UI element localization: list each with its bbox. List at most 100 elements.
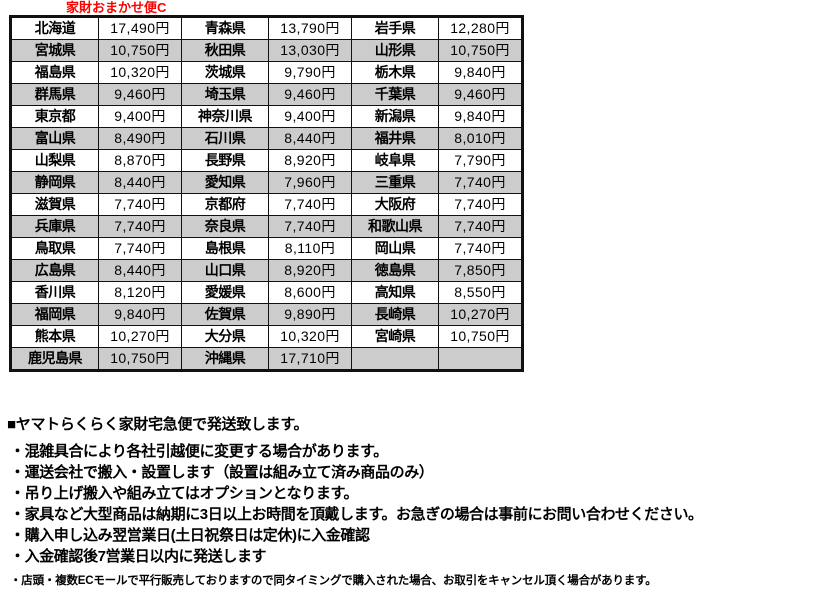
price-cell: 7,850円 — [438, 259, 523, 282]
price-cell: 7,740円 — [98, 237, 182, 260]
price-cell: 8,550円 — [438, 281, 523, 304]
prefecture-cell: 兵庫県 — [10, 215, 99, 238]
prefecture-cell: 徳島県 — [351, 259, 439, 282]
price-cell: 9,890円 — [268, 303, 352, 326]
prefecture-cell: 石川県 — [181, 127, 269, 150]
price-cell: 10,270円 — [98, 325, 182, 348]
price-cell: 10,320円 — [268, 325, 352, 348]
price-cell: 9,460円 — [98, 83, 182, 106]
notes-fineprint: ・店頭・複数ECモールで平行販売しておりますので同タイミングで購入された場合、お… — [10, 575, 657, 587]
table-row: 宮城県 10,750円 秋田県 13,030円 山形県 10,750円 — [10, 39, 523, 62]
prefecture-cell: 富山県 — [10, 127, 99, 150]
prefecture-cell: 東京都 — [10, 105, 99, 128]
table-row: 滋賀県 7,740円 京都府 7,740円 大阪府 7,740円 — [10, 193, 523, 216]
prefecture-cell: 岩手県 — [351, 16, 439, 40]
table-row: 群馬県 9,460円 埼玉県 9,460円 千葉県 9,460円 — [10, 83, 523, 106]
price-cell: 8,920円 — [268, 259, 352, 282]
prefecture-cell: 長野県 — [181, 149, 269, 172]
prefecture-cell: 埼玉県 — [181, 83, 269, 106]
note-line: ・入金確認後7営業日以内に発送します — [10, 548, 267, 565]
price-cell: 17,490円 — [98, 16, 182, 40]
prefecture-cell: 長崎県 — [351, 303, 439, 326]
prefecture-cell: 京都府 — [181, 193, 269, 216]
price-table-container: 北海道 17,490円 青森県 13,790円 岩手県 12,280円 宮城県 10,750円… — [9, 15, 524, 372]
prefecture-cell: 熊本県 — [10, 325, 99, 348]
prefecture-cell: 広島県 — [10, 259, 99, 282]
price-cell: 9,400円 — [98, 105, 182, 128]
prefecture-cell: 群馬県 — [10, 83, 99, 106]
prefecture-cell: 佐賀県 — [181, 303, 269, 326]
title-row: 家財おまかせ便C — [0, 0, 822, 16]
price-cell: 7,740円 — [438, 215, 523, 238]
prefecture-cell: 静岡県 — [10, 171, 99, 194]
page-title: 家財おまかせ便C — [66, 0, 167, 15]
table-row: 福岡県 9,840円 佐賀県 9,890円 長崎県 10,270円 — [10, 303, 523, 326]
prefecture-cell: 神奈川県 — [181, 105, 269, 128]
prefecture-cell — [351, 347, 439, 371]
prefecture-cell: 高知県 — [351, 281, 439, 304]
prefecture-cell: 愛知県 — [181, 171, 269, 194]
note-line: ・吊り上げ搬入や組み立てはオプションとなります。 — [10, 485, 359, 502]
prefecture-cell: 宮城県 — [10, 39, 99, 62]
price-table-body: 北海道 17,490円 青森県 13,790円 岩手県 12,280円 宮城県 10,750円… — [10, 16, 523, 371]
price-cell: 8,440円 — [98, 171, 182, 194]
price-cell: 10,750円 — [438, 39, 523, 62]
price-cell: 13,030円 — [268, 39, 352, 62]
table-row: 鳥取県 7,740円 島根県 8,110円 岡山県 7,740円 — [10, 237, 523, 260]
prefecture-cell: 福井県 — [351, 127, 439, 150]
price-cell: 10,750円 — [98, 39, 182, 62]
price-cell: 9,400円 — [268, 105, 352, 128]
prefecture-cell: 滋賀県 — [10, 193, 99, 216]
prefecture-cell: 鳥取県 — [10, 237, 99, 260]
prefecture-cell: 三重県 — [351, 171, 439, 194]
price-cell: 7,740円 — [438, 193, 523, 216]
prefecture-cell: 宮崎県 — [351, 325, 439, 348]
prefecture-cell: 香川県 — [10, 281, 99, 304]
notes-section: ■ヤマトらくらく家財宅急便で発送致します。 ・混雑具合により各社引越便に変更する… — [7, 414, 819, 591]
price-cell — [438, 347, 523, 371]
prefecture-cell: 鹿児島県 — [10, 347, 99, 371]
table-row: 静岡県 8,440円 愛知県 7,960円 三重県 7,740円 — [10, 171, 523, 194]
table-row: 香川県 8,120円 愛媛県 8,600円 高知県 8,550円 — [10, 281, 523, 304]
price-cell: 9,840円 — [438, 105, 523, 128]
price-cell: 10,270円 — [438, 303, 523, 326]
price-cell: 7,740円 — [98, 193, 182, 216]
table-row: 福島県 10,320円 茨城県 9,790円 栃木県 9,840円 — [10, 61, 523, 84]
price-cell: 7,740円 — [98, 215, 182, 238]
table-row: 北海道 17,490円 青森県 13,790円 岩手県 12,280円 — [10, 16, 523, 40]
price-cell: 8,440円 — [268, 127, 352, 150]
prefecture-cell: 沖縄県 — [181, 347, 269, 371]
prefecture-cell: 大分県 — [181, 325, 269, 348]
price-cell: 10,750円 — [98, 347, 182, 371]
table-row: 富山県 8,490円 石川県 8,440円 福井県 8,010円 — [10, 127, 523, 150]
price-cell: 9,840円 — [98, 303, 182, 326]
price-cell: 8,120円 — [98, 281, 182, 304]
price-cell: 8,920円 — [268, 149, 352, 172]
price-cell: 8,010円 — [438, 127, 523, 150]
prefecture-cell: 青森県 — [181, 16, 269, 40]
notes-list: ・混雑具合により各社引越便に変更する場合があります。 ・運送会社で搬入・設置します… — [7, 441, 819, 567]
price-cell: 7,740円 — [268, 215, 352, 238]
note-line: ・家具など大型商品は納期に3日以上お時間を頂戴します。お急ぎの場合は事前にお問い… — [10, 506, 703, 523]
prefecture-cell: 愛媛県 — [181, 281, 269, 304]
note-line: ・購入申し込み翌営業日(土日祝祭日は定休)に入金確認 — [10, 527, 370, 544]
prefecture-cell: 山梨県 — [10, 149, 99, 172]
prefecture-cell: 北海道 — [10, 16, 99, 40]
prefecture-cell: 岐阜県 — [351, 149, 439, 172]
price-cell: 7,790円 — [438, 149, 523, 172]
price-cell: 12,280円 — [438, 16, 523, 40]
note-line: ・混雑具合により各社引越便に変更する場合があります。 — [10, 443, 388, 460]
price-cell: 7,740円 — [268, 193, 352, 216]
prefecture-cell: 茨城県 — [181, 61, 269, 84]
prefecture-cell: 山形県 — [351, 39, 439, 62]
table-row: 山梨県 8,870円 長野県 8,920円 岐阜県 7,790円 — [10, 149, 523, 172]
prefecture-cell: 山口県 — [181, 259, 269, 282]
prefecture-cell: 島根県 — [181, 237, 269, 260]
prefecture-cell: 奈良県 — [181, 215, 269, 238]
price-cell: 7,960円 — [268, 171, 352, 194]
price-cell: 8,870円 — [98, 149, 182, 172]
price-cell: 13,790円 — [268, 16, 352, 40]
prefecture-cell: 栃木県 — [351, 61, 439, 84]
price-cell: 17,710円 — [268, 347, 352, 371]
prefecture-cell: 岡山県 — [351, 237, 439, 260]
